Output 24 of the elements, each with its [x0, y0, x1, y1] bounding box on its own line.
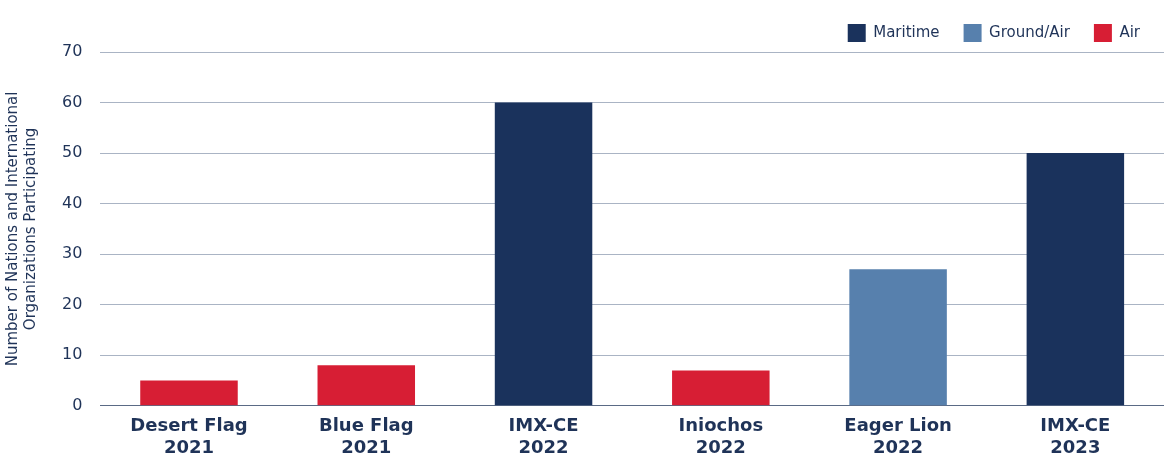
x-tick-label: Eager Lion 2022 [844, 414, 952, 457]
y-tick-label: 0 [72, 394, 83, 414]
bar [494, 102, 593, 406]
legend-label: Air [1119, 22, 1141, 41]
y-tick-label: 20 [62, 293, 83, 313]
x-tick-label: IMX-CE 2022 [508, 414, 579, 457]
y-tick-label: 50 [62, 142, 83, 162]
x-tick-label: Blue Flag 2021 [318, 414, 414, 457]
bar [317, 365, 416, 406]
y-tick-label: 30 [62, 243, 83, 263]
legend-label: Maritime [873, 22, 940, 41]
y-axis-title: Number of Nations and International Organizations Participating [2, 91, 39, 367]
x-tick-label: IMX-CE 2023 [1040, 414, 1111, 457]
legend-label: Ground/Air [989, 22, 1071, 41]
bar [849, 269, 947, 406]
bar [140, 380, 238, 406]
y-tick-label: 10 [62, 344, 83, 364]
x-tick-label: Desert Flag 2021 [130, 414, 248, 457]
y-tick-label: 70 [62, 41, 83, 61]
bar [1026, 153, 1125, 406]
x-tick-label: Iniochos 2022 [678, 414, 764, 457]
y-tick-label: 60 [62, 91, 83, 111]
bar [672, 370, 770, 406]
y-tick-label: 40 [62, 192, 83, 212]
